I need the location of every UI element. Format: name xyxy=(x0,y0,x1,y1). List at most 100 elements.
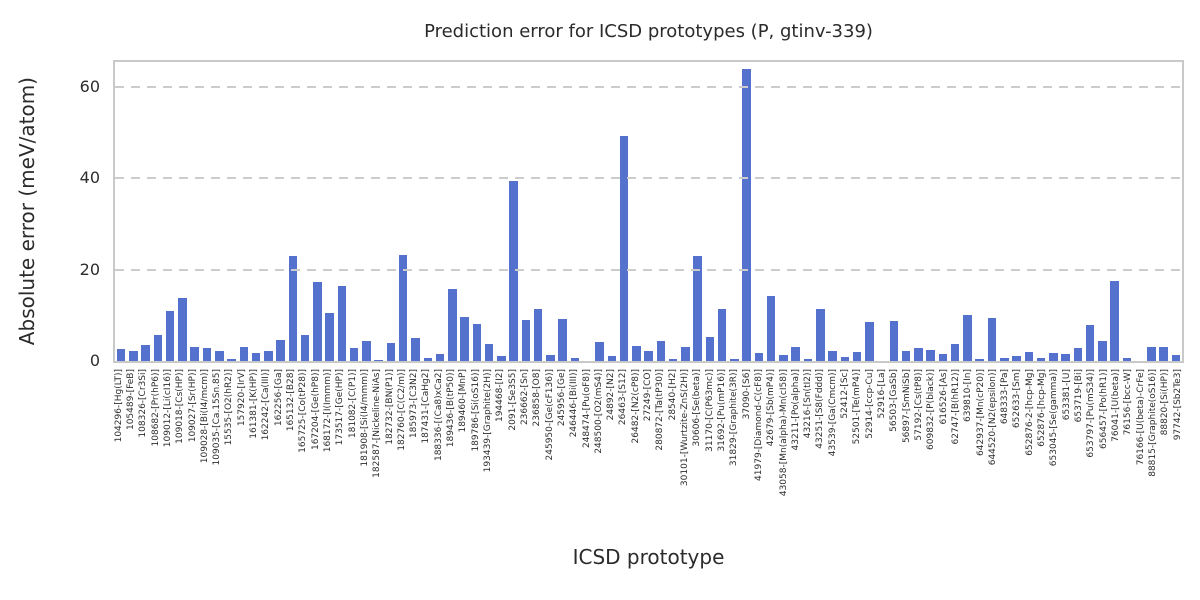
x-tick-slot: 280872-[Ta(tP30)] xyxy=(655,369,667,544)
bar-slot xyxy=(225,62,237,361)
x-tick-slot: 26463-[S12] xyxy=(618,369,630,544)
x-tick-slot: 108326-[Cr3Si] xyxy=(138,369,150,544)
x-tick-slot: 653381-[U] xyxy=(1061,369,1073,544)
x-tick-label: 642937-[Mn(cP20)] xyxy=(975,369,986,456)
y-axis-label: Absolute error (meV/atom) xyxy=(15,77,39,346)
x-tick-slot: 30606-[Se(beta)] xyxy=(692,369,704,544)
x-tick-label: 652876-2-[hcp-Mg] xyxy=(1024,369,1035,456)
bar-slot xyxy=(127,62,139,361)
x-tick-slot: 52916-[La] xyxy=(876,369,888,544)
bar-slot xyxy=(1133,62,1145,361)
x-tick-label: 30606-[Se(beta)] xyxy=(692,369,703,447)
bar-56897-[SmNiSb] xyxy=(901,351,911,361)
x-tick-slot: 236858-[O8] xyxy=(532,369,544,544)
bar-slot xyxy=(937,62,949,361)
bar-26482-[N2(cP8)] xyxy=(632,346,641,361)
x-tick-slot: 88820-[Si(HP)] xyxy=(1160,369,1172,544)
x-tick-slot: 187431-[CaHg2] xyxy=(421,369,433,544)
bar-162242-[Ca(III)] xyxy=(264,351,273,361)
x-tick-slot: 653719-[Bi] xyxy=(1073,369,1085,544)
x-tick-label: 43251-[S8(Fddd)] xyxy=(815,369,826,449)
plot-area xyxy=(113,60,1184,363)
bar-88815-[Graphite(oS16)] xyxy=(1147,347,1156,361)
x-tick-label: 652876-[hcp-Mg] xyxy=(1037,369,1048,447)
bar-52501-[Te(mP4)] xyxy=(852,352,862,361)
x-tick-label: 181082-[C(P1)] xyxy=(347,369,358,439)
x-tick-slot: 27249-[CO] xyxy=(642,369,654,544)
x-tick-label: 109028-[Bi(I4/mcm)] xyxy=(199,369,210,464)
bar-245956-[Ge] xyxy=(558,319,567,361)
bar-43058-[Mn(alpha)-Mn(cI58)] xyxy=(779,355,788,361)
bar-slot xyxy=(176,62,188,361)
x-tick-slot: 248474-[Pu(oF8)] xyxy=(581,369,593,544)
bar-slot xyxy=(998,62,1010,361)
bar-162256-[Ga] xyxy=(276,340,285,361)
x-tick-label: 28540-[H2] xyxy=(667,369,678,421)
bar-656457-[Po(hR1)] xyxy=(1098,341,1107,361)
x-tick-slot: 43058-[Mn(alpha)-Mn(cI58)] xyxy=(778,369,790,544)
x-tick-slot: 109035-[Ca.15Sn.85] xyxy=(212,369,224,544)
bar-slot xyxy=(667,62,679,361)
bar-slot xyxy=(1084,62,1096,361)
bar-609832-[P(black)] xyxy=(926,350,935,361)
x-tick-label: 236662-[Sn] xyxy=(519,369,530,426)
x-tick-slot: 109018-[Cs(HP)] xyxy=(175,369,187,544)
x-tick-label: 165725-[Co(tP28)] xyxy=(298,369,309,453)
bar-648333-[Pa] xyxy=(1000,358,1009,361)
x-tick-label: 189786-[Si(oS16)] xyxy=(470,369,481,452)
x-tick-slot: 2091-[Se3S5] xyxy=(507,369,519,544)
bar-31170-[C(P63mc)] xyxy=(705,337,715,361)
bar-slot xyxy=(741,62,753,361)
bar-652633-[Sm] xyxy=(1012,356,1021,361)
bar-173517-[Ge(HP)] xyxy=(337,286,347,361)
x-tick-label: 162242-[Ca(III)] xyxy=(261,369,272,441)
x-tick-label: 43211-[Po(alpha)] xyxy=(790,369,801,451)
bar-slot xyxy=(716,62,728,361)
bar-52412-[Sc] xyxy=(840,357,850,361)
bar-slot xyxy=(961,62,973,361)
x-tick-slot: 57192-[Cs(tP8)] xyxy=(913,369,925,544)
bar-248500-[O2(mS4)] xyxy=(595,342,604,361)
bar-slot xyxy=(250,62,262,361)
x-tick-label: 644520-[N2(epsilon)] xyxy=(987,369,998,466)
bar-slot xyxy=(753,62,765,361)
x-tick-label: 185973-[C3N2] xyxy=(409,369,420,439)
bar-193439-[Graphite(2H)] xyxy=(484,344,494,361)
x-tick-label: 2091-[Se3S5] xyxy=(507,369,518,431)
x-tick-label: 31170-[C(P63mc)] xyxy=(704,369,715,452)
x-tick-label: 248474-[Pu(oF8)] xyxy=(581,369,592,449)
bar-616526-[As] xyxy=(938,354,948,361)
bar-24892-[N2] xyxy=(607,356,616,361)
x-tick-label: 43058-[Mn(alpha)-Mn(cI58)] xyxy=(778,369,789,497)
bar-168172-[I(Immm)] xyxy=(325,313,334,361)
x-axis-tick-labels: 104296-[Hg(LT)] 105489-[FeB] 108326-[Cr3Si… xyxy=(113,369,1184,544)
x-tick-label: 648333-[Pa] xyxy=(1000,369,1011,425)
bar-slot xyxy=(863,62,875,361)
x-tick-slot: 188336-[(Ca8)xCa2] xyxy=(433,369,445,544)
x-tick-label: 246446-[Bi(III)] xyxy=(569,369,580,438)
bar-236662-[Sn] xyxy=(521,320,531,361)
bar-slot xyxy=(483,62,495,361)
bar-189786-[Si(oS16)] xyxy=(472,324,482,361)
bars-container xyxy=(115,62,1182,361)
bar-236858-[O8] xyxy=(533,309,543,361)
bar-slot xyxy=(765,62,777,361)
x-tick-label: 26482-[N2(cP8)] xyxy=(630,369,641,444)
x-tick-label: 653797-[Pu(mS34)] xyxy=(1086,369,1097,458)
chart-title: Prediction error for ICSD prototypes (P,… xyxy=(424,21,873,42)
bar-43216-[Sn(tI2)] xyxy=(803,359,813,361)
bar-slot xyxy=(299,62,311,361)
x-tick-slot: 248500-[O2(mS4)] xyxy=(593,369,605,544)
bar-653381-[U] xyxy=(1061,354,1070,361)
y-tick-40: 40 xyxy=(79,168,100,188)
x-tick-slot: 167204-[Ge(hP8)] xyxy=(310,369,322,544)
bar-slot xyxy=(532,62,544,361)
x-tick-slot: 76156-[bcc-W] xyxy=(1123,369,1135,544)
x-tick-label: 52916-[La] xyxy=(877,369,888,419)
bar-slot xyxy=(814,62,826,361)
bar-187431-[CaHg2] xyxy=(423,358,433,361)
bar-slot xyxy=(839,62,851,361)
gridline-20 xyxy=(115,268,1182,271)
bar-182732-[BN(P1)] xyxy=(386,343,396,361)
x-tick-label: 182587-[Nickeline-NiAs] xyxy=(372,369,383,478)
